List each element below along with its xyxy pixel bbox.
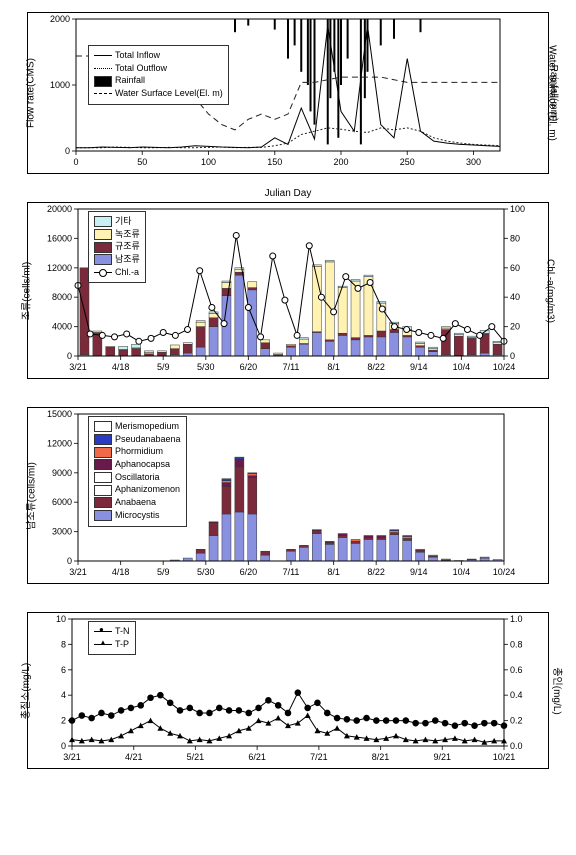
svg-text:9/14: 9/14 <box>410 567 428 577</box>
svg-text:4: 4 <box>61 690 66 700</box>
svg-text:150: 150 <box>267 157 282 167</box>
chart4-legend: T-NT-P <box>88 621 136 655</box>
svg-text:7/11: 7/11 <box>283 362 300 372</box>
svg-text:8/1: 8/1 <box>327 362 340 372</box>
chart4-ylabel-left: 총질소(mg/L) <box>17 662 32 719</box>
svg-text:6: 6 <box>61 665 66 675</box>
svg-text:8/22: 8/22 <box>367 567 385 577</box>
svg-text:2: 2 <box>61 716 66 726</box>
svg-text:6000: 6000 <box>52 497 72 507</box>
chart3-legend: MerismopediumPseudanabaenaPhormidiumApha… <box>88 416 187 527</box>
svg-text:1000: 1000 <box>50 80 70 90</box>
svg-text:6/20: 6/20 <box>240 567 258 577</box>
svg-text:4/21: 4/21 <box>125 752 143 762</box>
chart4-ylabel-right: 총인(mg/L) <box>551 667 566 714</box>
svg-text:12000: 12000 <box>47 263 72 273</box>
svg-text:5/21: 5/21 <box>187 752 205 762</box>
svg-text:8/22: 8/22 <box>367 362 385 372</box>
svg-text:100: 100 <box>510 204 525 214</box>
svg-text:10/24: 10/24 <box>493 362 516 372</box>
svg-text:9/14: 9/14 <box>410 362 428 372</box>
svg-text:5/30: 5/30 <box>197 362 215 372</box>
svg-text:3/21: 3/21 <box>63 752 81 762</box>
svg-text:5/30: 5/30 <box>197 567 215 577</box>
svg-text:8: 8 <box>61 639 66 649</box>
chart2-ylabel-right: Chl.-a(mg/m3) <box>545 259 556 323</box>
chart1-ylabel-left: Flow rate(CMS) <box>26 58 37 128</box>
svg-text:0: 0 <box>73 157 78 167</box>
svg-text:0.8: 0.8 <box>510 639 523 649</box>
svg-text:0: 0 <box>61 741 66 751</box>
svg-text:300: 300 <box>466 157 481 167</box>
algae-cells-chart: 0 4000 8000 12000 16000 20000 0 20 40 60 80 100 3/21… <box>27 202 549 379</box>
svg-text:15000: 15000 <box>47 409 72 419</box>
svg-text:0.6: 0.6 <box>510 665 523 675</box>
svg-text:8/21: 8/21 <box>372 752 390 762</box>
svg-text:10/4: 10/4 <box>453 362 471 372</box>
svg-text:5/9: 5/9 <box>157 567 170 577</box>
svg-text:10: 10 <box>56 614 66 624</box>
chart1-xlabel: Julian Day <box>265 188 312 199</box>
svg-text:10/4: 10/4 <box>453 567 471 577</box>
svg-text:7/21: 7/21 <box>310 752 328 762</box>
cyano-species-chart: 0 3000 6000 9000 12000 15000 3/21 4/18 5/9 5/30 6/… <box>27 407 549 584</box>
svg-text:8000: 8000 <box>52 292 72 302</box>
svg-text:4/18: 4/18 <box>112 567 130 577</box>
svg-text:20: 20 <box>510 322 520 332</box>
chart1-ylabel-right2: Water Surface (El. m) <box>547 45 558 141</box>
chart1-legend: Total InflowTotal OutflowRainfallWater S… <box>88 45 229 105</box>
svg-text:3000: 3000 <box>52 527 72 537</box>
svg-text:12000: 12000 <box>47 438 72 448</box>
svg-text:16000: 16000 <box>47 233 72 243</box>
tn-tp-chart: 0 2 4 6 8 10 0.0 0.2 0.4 0.6 0.8 1.0 3/21 4/21 5/21 6/2… <box>27 612 549 769</box>
svg-text:2000: 2000 <box>50 14 70 24</box>
svg-text:250: 250 <box>400 157 415 167</box>
svg-text:10/21: 10/21 <box>493 752 516 762</box>
svg-text:4000: 4000 <box>52 322 72 332</box>
chart3-ylabel-left: 남조류(cells/ml) <box>22 462 37 530</box>
svg-text:3/21: 3/21 <box>69 362 87 372</box>
svg-text:80: 80 <box>510 233 520 243</box>
svg-text:40: 40 <box>510 292 520 302</box>
svg-text:10/24: 10/24 <box>493 567 516 577</box>
svg-text:0: 0 <box>65 146 70 156</box>
flow-rainfall-chart: 0 1000 2000 0 50 100 150 200 250 300 Flow rate(CM… <box>27 12 549 174</box>
svg-text:0: 0 <box>510 351 515 361</box>
svg-text:0: 0 <box>67 351 72 361</box>
svg-text:0: 0 <box>67 556 72 566</box>
svg-text:60: 60 <box>510 263 520 273</box>
svg-text:20000: 20000 <box>47 204 72 214</box>
svg-text:4/18: 4/18 <box>112 362 130 372</box>
svg-text:100: 100 <box>201 157 216 167</box>
svg-text:9/21: 9/21 <box>434 752 452 762</box>
chart2-ylabel-left: 조류(cells/ml) <box>18 261 33 319</box>
svg-text:8/1: 8/1 <box>327 567 340 577</box>
svg-text:0.2: 0.2 <box>510 716 523 726</box>
svg-text:6/21: 6/21 <box>248 752 266 762</box>
svg-text:3/21: 3/21 <box>69 567 87 577</box>
svg-text:6/20: 6/20 <box>240 362 258 372</box>
chart2-legend: 기타녹조류규조류남조류Chl.-a <box>88 211 146 283</box>
svg-text:9000: 9000 <box>52 468 72 478</box>
svg-text:200: 200 <box>333 157 348 167</box>
svg-text:7/11: 7/11 <box>283 567 300 577</box>
svg-text:0.0: 0.0 <box>510 741 523 751</box>
svg-text:50: 50 <box>137 157 147 167</box>
svg-text:0.4: 0.4 <box>510 690 523 700</box>
svg-text:1.0: 1.0 <box>510 614 523 624</box>
svg-text:5/9: 5/9 <box>157 362 170 372</box>
